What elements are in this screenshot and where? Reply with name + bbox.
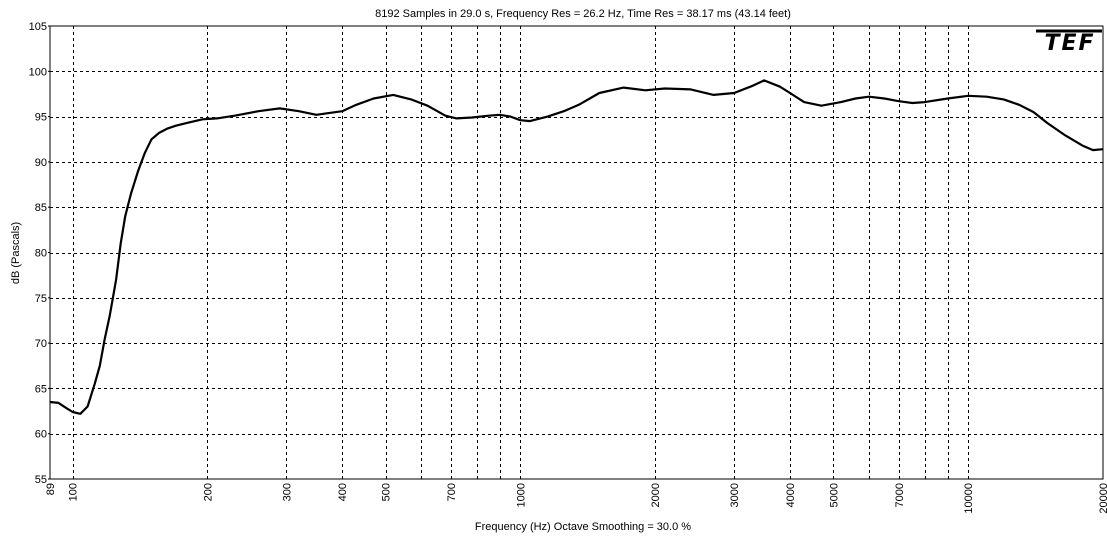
chart-title: 8192 Samples in 29.0 s, Frequency Res = … (375, 8, 791, 20)
y-tick-label: 100 (29, 66, 47, 78)
x-tick-label: 7000 (894, 483, 906, 507)
y-axis-label: dB (Pascals) (10, 222, 22, 284)
tef-logo-text: TEF (1044, 31, 1095, 56)
tef-logo: TEF (1036, 29, 1102, 56)
x-axis-ticks: 89 100 200 300 400 500 700 1000 2000 3000 4000 5000… (45, 483, 1107, 514)
x-tick-label: 700 (446, 483, 458, 501)
x-tick-label: 10000 (963, 483, 975, 514)
x-tick-label: 89 (45, 483, 57, 495)
x-tick-label: 3000 (729, 483, 741, 507)
x-tick-label: 400 (337, 483, 349, 501)
x-tick-label: 20000 (1098, 483, 1107, 514)
x-axis-label: Frequency (Hz) Octave Smoothing = 30.0 % (475, 521, 691, 533)
x-tick-label: 2000 (650, 483, 662, 507)
y-tick-label: 70 (35, 338, 47, 350)
y-tick-label: 75 (35, 293, 47, 305)
x-tick-label: 200 (202, 483, 214, 501)
y-tick-label: 105 (29, 21, 47, 33)
y-tick-label: 85 (35, 202, 47, 214)
y-tick-label: 95 (35, 112, 47, 124)
y-axis-ticks: 55 60 65 70 75 80 85 90 95 100 105 (29, 21, 50, 486)
x-tick-label: 500 (381, 483, 393, 501)
y-tick-label: 55 (35, 474, 47, 486)
response-curve-line (49, 79, 1104, 415)
y-tick-label: 60 (35, 429, 47, 441)
y-tick-label: 80 (35, 248, 47, 260)
x-tick-label: 100 (68, 483, 80, 501)
y-tick-label: 90 (35, 157, 47, 169)
x-tick-label: 5000 (828, 483, 840, 507)
y-tick-label: 65 (35, 383, 47, 395)
grid-lines (50, 26, 1103, 479)
x-tick-label: 300 (281, 483, 293, 501)
x-tick-label: 1000 (515, 483, 527, 507)
x-tick-label: 4000 (785, 483, 797, 507)
